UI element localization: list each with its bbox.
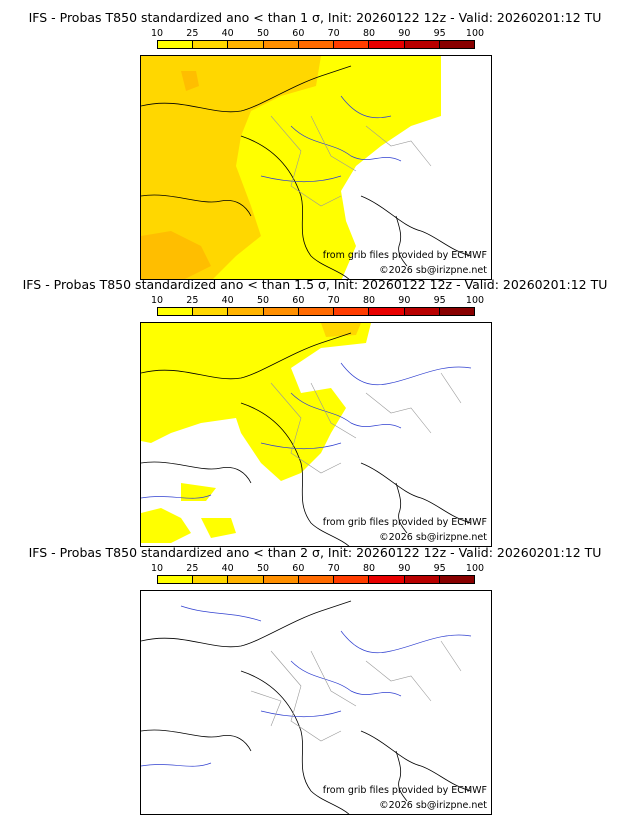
probability-map: from grib files provided by ECMWF ©2026 …	[140, 590, 492, 815]
colorbar-tick-label: 90	[398, 295, 411, 306]
colorbar-tick-label: 70	[327, 295, 340, 306]
colorbar-tick-label: 95	[433, 563, 446, 574]
colorbar-tick-label: 90	[398, 563, 411, 574]
colorbar-tick-label: 60	[292, 295, 305, 306]
colorbar-tick-label: 80	[362, 295, 376, 306]
colorbar-tick-label: 60	[292, 28, 305, 39]
colorbar-tick-label: 10	[150, 28, 164, 39]
colorbar-segment	[369, 41, 405, 48]
colorbar-tick-label: 90	[398, 28, 411, 39]
colorbar-tick-label: 95	[433, 295, 446, 306]
colorbar-segment	[158, 308, 194, 315]
colorbar-tick-label: 10	[150, 295, 164, 306]
colorbar-segment	[298, 41, 335, 48]
colorbar-segment	[439, 308, 474, 315]
map-panel-2: IFS - Probas T850 standardized ano < tha…	[0, 277, 630, 547]
colorbar-tick-label: 25	[186, 295, 199, 306]
copyright-credit: ©2026 sb@irizpne.net	[379, 532, 487, 543]
probability-map: from grib files provided by ECMWF ©2026 …	[140, 55, 492, 280]
colorbar-ticks: 10 25 40 50 60 70 80 90 95 100	[140, 295, 492, 306]
source-credit: from grib files provided by ECMWF	[322, 517, 487, 528]
colorbar-tick-label: 50	[256, 28, 270, 39]
colorbar-tick-label: 70	[327, 28, 340, 39]
colorbar-tick-label: 80	[362, 563, 376, 574]
colorbar	[157, 40, 475, 49]
colorbar-tick-label: 25	[186, 28, 199, 39]
panel-title: IFS - Probas T850 standardized ano < tha…	[28, 10, 602, 25]
colorbar-segment	[404, 41, 440, 48]
colorbar-segment	[263, 576, 299, 583]
colorbar-tick-label: 40	[221, 563, 234, 574]
colorbar-segment	[334, 308, 370, 315]
colorbar-segment	[298, 308, 335, 315]
colorbar-tick-label: 100	[465, 28, 485, 39]
source-credit: from grib files provided by ECMWF	[322, 250, 487, 261]
probability-map: from grib files provided by ECMWF ©2026 …	[140, 322, 492, 547]
colorbar-segment	[404, 576, 440, 583]
colorbar-segment	[404, 308, 440, 315]
colorbar-segment	[334, 41, 370, 48]
colorbar-tick-label: 70	[327, 563, 340, 574]
colorbar-tick-label: 10	[150, 563, 164, 574]
colorbar-tick-label: 40	[221, 28, 234, 39]
colorbar-segment	[263, 308, 299, 315]
colorbar-segment	[158, 41, 194, 48]
panel-title: IFS - Probas T850 standardized ano < tha…	[28, 545, 602, 560]
colorbar-ticks: 10 25 40 50 60 70 80 90 95 100	[140, 563, 492, 574]
colorbar-tick-label: 50	[256, 295, 270, 306]
colorbar-segment	[334, 576, 370, 583]
colorbar-segment	[193, 308, 229, 315]
colorbar-tick-label: 50	[256, 563, 270, 574]
colorbar-segment	[228, 576, 264, 583]
map-graphic	[141, 56, 491, 279]
panel-title: IFS - Probas T850 standardized ano < tha…	[22, 277, 608, 292]
source-credit: from grib files provided by ECMWF	[322, 785, 487, 796]
colorbar-segment	[439, 576, 474, 583]
colorbar-segment	[228, 41, 264, 48]
map-graphic	[141, 323, 491, 546]
colorbar	[157, 575, 475, 584]
colorbar-tick-label: 100	[465, 563, 485, 574]
copyright-credit: ©2026 sb@irizpne.net	[379, 265, 487, 276]
colorbar-segment	[193, 576, 229, 583]
colorbar	[157, 307, 475, 316]
colorbar-tick-label: 25	[186, 563, 199, 574]
colorbar-segment	[158, 576, 194, 583]
colorbar-segment	[298, 576, 335, 583]
colorbar-segment	[263, 41, 299, 48]
colorbar-tick-label: 80	[362, 28, 376, 39]
colorbar-tick-label: 40	[221, 295, 234, 306]
colorbar-segment	[228, 308, 264, 315]
colorbar-tick-label: 60	[292, 563, 305, 574]
colorbar-segment	[439, 41, 474, 48]
colorbar-segment	[193, 41, 229, 48]
copyright-credit: ©2026 sb@irizpne.net	[379, 800, 487, 811]
colorbar-ticks: 10 25 40 50 60 70 80 90 95 100	[140, 28, 492, 39]
map-panel-3: IFS - Probas T850 standardized ano < tha…	[0, 545, 630, 815]
colorbar-tick-label: 100	[465, 295, 485, 306]
colorbar-segment	[369, 576, 405, 583]
colorbar-tick-label: 95	[433, 28, 446, 39]
map-panel-1: IFS - Probas T850 standardized ano < tha…	[0, 10, 630, 280]
map-graphic	[141, 591, 491, 814]
colorbar-segment	[369, 308, 405, 315]
